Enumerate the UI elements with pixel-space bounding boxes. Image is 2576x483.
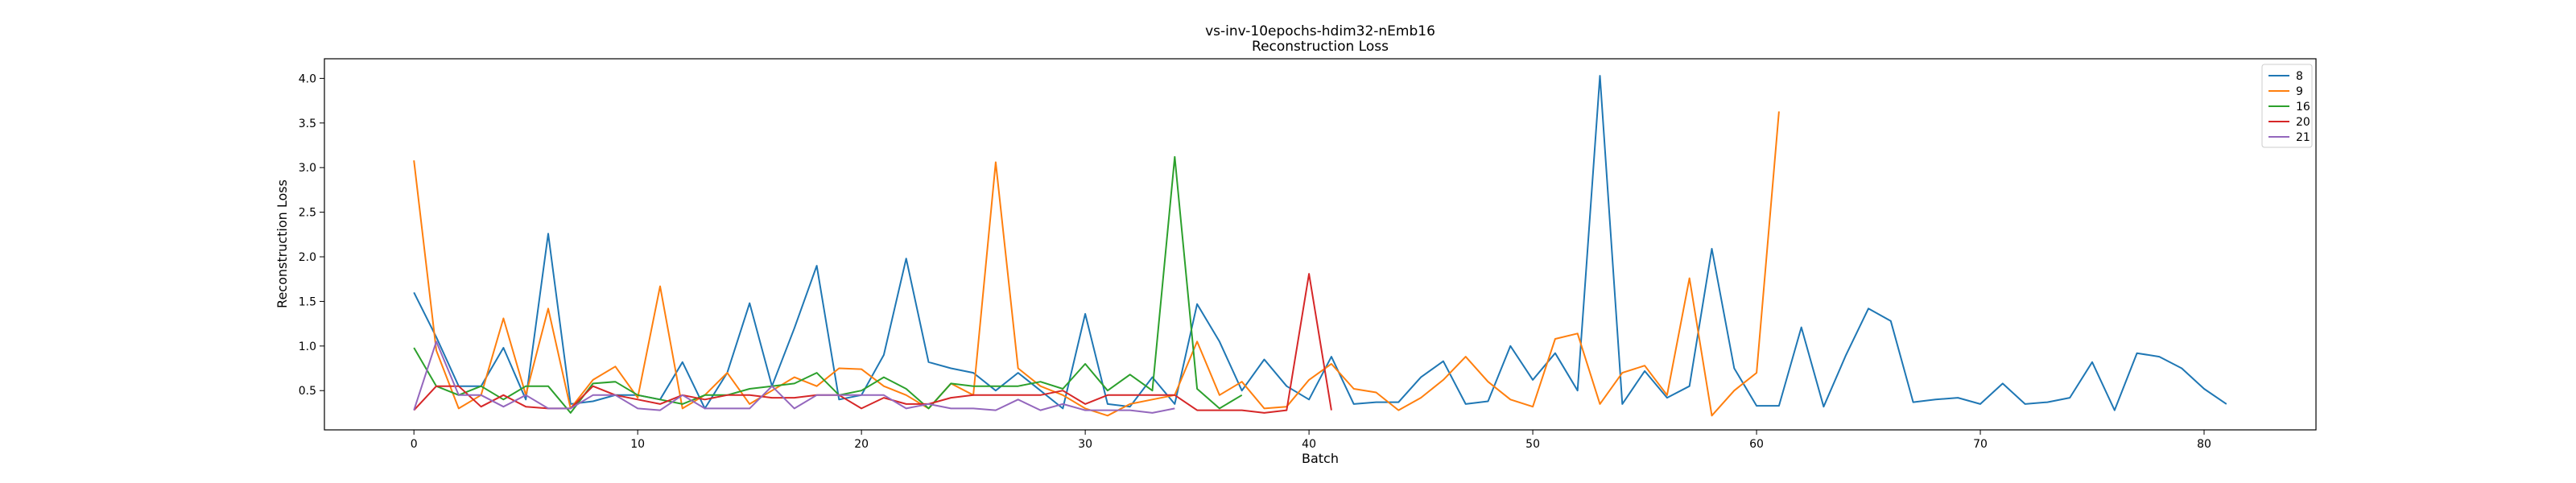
y-tick-label: 1.0	[299, 341, 316, 353]
y-tick-label: 2.0	[299, 251, 316, 264]
x-tick-label: 60	[1749, 438, 1764, 451]
x-tick-label: 40	[1302, 438, 1316, 451]
x-tick-label: 10	[630, 438, 645, 451]
y-tick-label: 3.0	[299, 162, 316, 175]
x-tick-label: 20	[854, 438, 869, 451]
chart-subtitle: Reconstruction Loss	[1252, 39, 1389, 55]
x-tick-label: 70	[1973, 438, 1988, 451]
legend-label: 8	[2296, 70, 2303, 83]
y-axis-label: Reconstruction Loss	[275, 180, 290, 308]
y-tick-label: 3.5	[299, 118, 316, 130]
x-tick-label: 80	[2197, 438, 2211, 451]
series-line-16	[413, 155, 1243, 414]
x-tick-label: 30	[1078, 438, 1092, 451]
y-tick-label: 4.0	[299, 72, 316, 85]
legend-label: 20	[2296, 116, 2310, 129]
y-tick-label: 2.5	[299, 207, 316, 220]
x-axis-label: Batch	[1302, 451, 1339, 466]
legend-label: 16	[2296, 101, 2310, 114]
legend-label: 9	[2296, 85, 2303, 98]
chart-title: vs-inv-10epochs-hdim32-nEmb16	[1205, 23, 1435, 39]
x-tick-label: 0	[411, 438, 418, 451]
x-tick-label: 50	[1525, 438, 1540, 451]
y-axis: 0.5 1.0 1.5 2.0 2.5 3.0 3.5 4.0	[299, 72, 324, 398]
x-axis: 0 10 20 30 40 50 60 70 80	[411, 430, 2211, 451]
series-line-20	[413, 273, 1332, 414]
series-line-8	[413, 75, 2227, 411]
legend: 8 9 16 20 21	[2261, 64, 2313, 148]
y-tick-label: 1.5	[299, 295, 316, 308]
legend-label: 21	[2296, 131, 2310, 144]
series-line-21	[413, 341, 1175, 414]
series-line-9	[413, 111, 1780, 417]
y-tick-label: 0.5	[299, 385, 316, 398]
plot-frame	[324, 58, 2317, 431]
plot-area	[413, 75, 2227, 417]
